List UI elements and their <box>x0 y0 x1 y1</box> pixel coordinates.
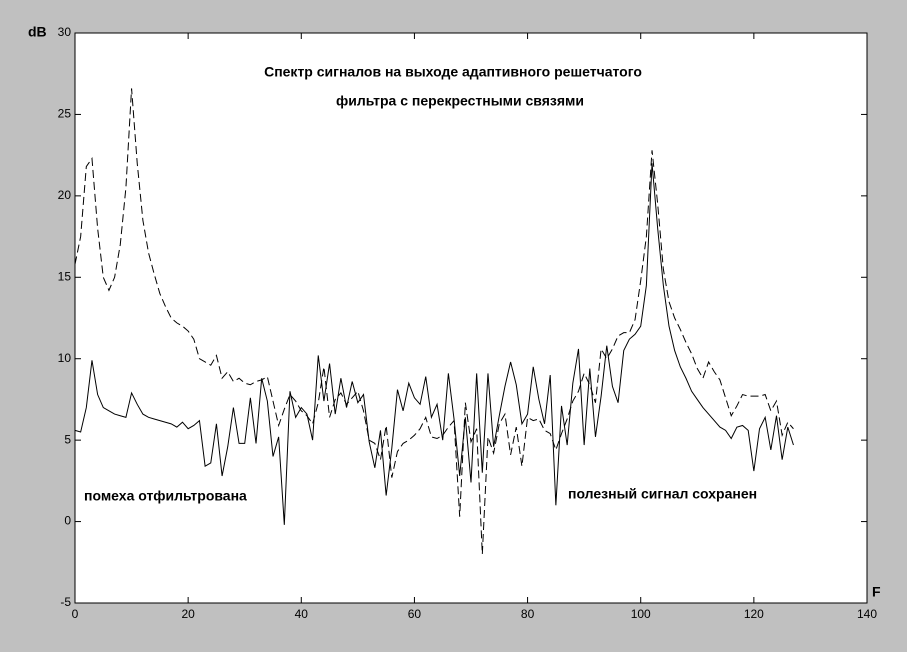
y-tick-label: 15 <box>58 269 72 283</box>
annotation: помеха отфильтрована <box>84 488 247 504</box>
chart-title: Спектр сигналов на выходе адаптивного ре… <box>264 64 642 80</box>
x-axis-label: F <box>872 584 881 600</box>
x-tick-label: 80 <box>521 607 535 621</box>
y-tick-label: 0 <box>64 514 71 528</box>
y-axis-label: dB <box>28 24 47 40</box>
y-tick-label: 30 <box>58 25 72 39</box>
annotation: полезный сигнал сохранен <box>568 486 757 502</box>
y-tick-label: 20 <box>58 188 72 202</box>
x-tick-label: 40 <box>295 607 309 621</box>
x-tick-label: 60 <box>408 607 422 621</box>
series-line <box>74 163 794 525</box>
y-tick-label: 10 <box>58 351 72 365</box>
y-tick-label: -5 <box>60 595 71 609</box>
series-line <box>74 88 794 555</box>
x-tick-label: 0 <box>72 607 79 621</box>
y-tick-label: 5 <box>64 432 71 446</box>
y-tick-label: 25 <box>58 107 72 121</box>
x-tick-label: 140 <box>857 607 877 621</box>
plot-area <box>74 32 868 604</box>
chart-title: фильтра с перекрестными связями <box>336 93 584 109</box>
x-tick-label: 120 <box>744 607 764 621</box>
x-tick-label: 100 <box>631 607 651 621</box>
x-tick-label: 20 <box>181 607 195 621</box>
